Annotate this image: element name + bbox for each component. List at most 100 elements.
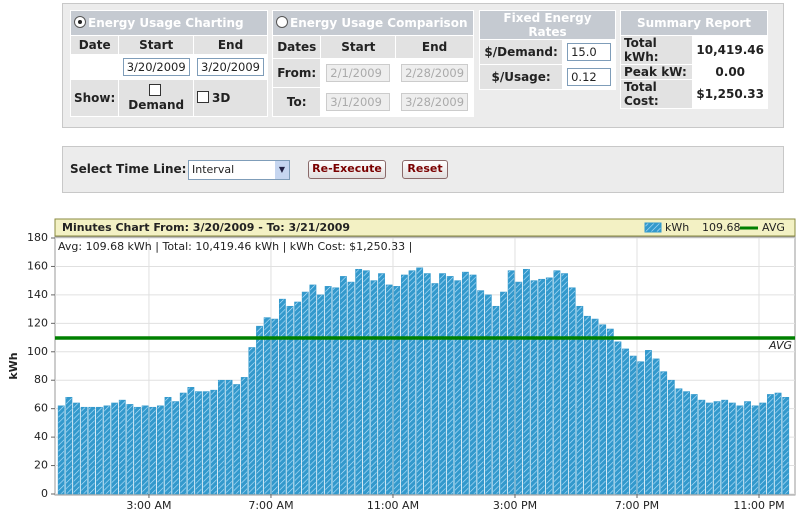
bar [523,268,530,495]
bar [225,379,233,495]
y-tick-label: 60 [34,402,48,415]
end-input[interactable]: 3/20/2009 [197,57,264,76]
x-tick-label: 3:00 PM [493,499,537,512]
start-input[interactable]: 3/20/2009 [122,57,190,76]
bar [774,392,782,495]
rate-input[interactable]: 15.0 [567,43,612,61]
bar [599,324,607,495]
bar [690,394,698,495]
bar [179,392,187,495]
bar [728,402,736,495]
bar [103,405,111,495]
bar [370,280,378,495]
bar [233,384,241,495]
bar [80,406,88,495]
col-header: Start [320,35,397,59]
radio-comparison[interactable] [276,16,288,28]
bar [606,328,614,495]
bar [301,291,309,495]
bar [385,284,393,495]
col-header: Dates [271,35,322,59]
bar [431,283,439,495]
bar [309,284,317,495]
y-tick-label: 0 [41,487,48,500]
bar [88,406,96,495]
y-tick-label: 160 [27,259,48,272]
bar [591,318,599,495]
x-tick-label: 11:00 PM [733,499,784,512]
reset-button[interactable]: Reset [402,160,448,179]
bar [469,274,477,495]
bar [324,286,332,495]
radio-charting[interactable] [74,16,86,28]
bar [339,276,347,495]
bar [561,273,568,495]
panel-title: Energy Usage Charting [88,16,244,30]
rate-input[interactable]: 0.12 [567,68,612,86]
row-label: From: [271,57,322,88]
bar [652,358,660,495]
bar [423,273,431,495]
row-value: $1,250.33 [692,79,768,109]
bar [294,301,302,495]
row-value: 10,419.46 [692,35,768,65]
chart-subtitle: Avg: 109.68 kWh | Total: 10,419.46 kWh |… [58,240,412,253]
bar [484,294,492,495]
bar [667,379,675,495]
y-tick-label: 100 [27,345,48,358]
bar [553,270,561,495]
bar [660,371,668,495]
bar [515,281,523,495]
bar [172,401,180,495]
legend-swatch [644,222,662,233]
row-label: To: [271,86,322,118]
bar [95,406,103,495]
row-label: Total Cost: [619,79,694,109]
bar [614,341,622,495]
select-value: Interval [192,163,235,176]
bar [57,405,65,495]
x-tick-label: 7:00 AM [248,499,293,512]
x-tick-label: 3:00 AM [126,499,171,512]
y-tick-label: 20 [34,459,48,472]
chart-title: Minutes Chart From: 3/20/2009 - To: 3/21… [62,221,350,234]
timeline-select[interactable]: Interval ▼ [188,160,290,180]
bar [217,379,225,495]
bar [408,270,416,495]
bar [584,315,591,495]
bar [446,276,454,495]
bar [210,389,218,495]
bar [736,405,744,495]
panel-title: Fixed Energy Rates [479,10,616,40]
bar [462,271,469,495]
bar [645,350,652,495]
bar [759,402,767,495]
bar [332,287,340,495]
y-tick-label: 140 [27,288,48,301]
bar [637,361,645,495]
bar [706,402,713,495]
bar [202,391,210,495]
bar [134,406,141,495]
panel-title: Energy Usage Comparison [290,16,468,30]
comparison-panel: Energy Usage Comparison Dates Start End Fr… [271,10,474,118]
bar [744,401,751,495]
bar [362,270,370,495]
checkbox[interactable] [148,83,161,96]
y-tick-label: 120 [27,316,48,329]
row-value: 0.00 [692,64,768,80]
row-label: Peak kW: [619,64,694,80]
date-input: 3/28/2009 [401,92,469,111]
bar [713,401,721,495]
re-execute-button[interactable]: Re-Execute [308,160,386,179]
bar [73,402,80,495]
bar [675,388,683,495]
bar [347,281,355,495]
timeline-label: Select Time Line: [70,162,187,176]
y-axis-label: kWh [7,352,20,379]
legend-label: kWh [665,221,689,234]
bar [126,404,134,495]
checkbox[interactable] [197,90,210,103]
